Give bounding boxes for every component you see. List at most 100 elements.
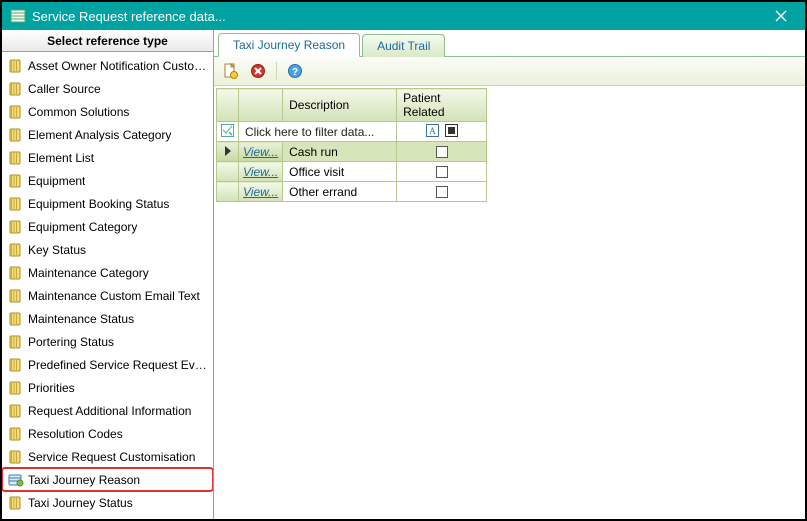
close-button[interactable] [761, 2, 801, 30]
sidebar-item[interactable]: Portering Status [2, 330, 213, 353]
sidebar-item-label: Predefined Service Request Events [28, 358, 209, 372]
window-title: Service Request reference data... [32, 9, 761, 24]
sidebar-item-label: Equipment Category [28, 220, 137, 234]
content-area: Select reference type Asset Owner Notifi… [2, 30, 805, 519]
sidebar-item-label: Service Request Customisation [28, 450, 195, 464]
sidebar-item-label: Equipment Booking Status [28, 197, 169, 211]
grid-header-description[interactable]: Description [283, 89, 397, 122]
sidebar-item-label: Common Solutions [28, 105, 129, 119]
help-button[interactable]: ? [285, 61, 305, 81]
table-row[interactable]: View...Other errand [217, 182, 487, 202]
grid-container: Description Patient Related Click here t… [214, 86, 805, 202]
tab[interactable]: Audit Trail [362, 34, 445, 57]
filter-placeholder-text: Click here to filter data... [239, 123, 396, 141]
sidebar-item[interactable]: Taxi Journey Reason [2, 468, 213, 491]
sidebar-item[interactable]: Equipment Category [2, 215, 213, 238]
view-cell: View... [239, 142, 283, 162]
sidebar-item-label: Element List [28, 151, 94, 165]
row-marker [217, 182, 239, 202]
reference-icon [8, 219, 24, 235]
sidebar-item[interactable]: Caller Source [2, 77, 213, 100]
view-link[interactable]: View... [239, 183, 282, 201]
table-row[interactable]: View...Cash run [217, 142, 487, 162]
row-marker [217, 142, 239, 162]
grid-header-row: Description Patient Related [217, 89, 487, 122]
sidebar-item[interactable]: Service Request Customisation [2, 445, 213, 468]
view-cell: View... [239, 182, 283, 202]
sidebar-item-label: Maintenance Category [28, 266, 149, 280]
table-row[interactable]: View...Office visit [217, 162, 487, 182]
sidebar-item[interactable]: Asset Owner Notification Custom... [2, 54, 213, 77]
sidebar: Select reference type Asset Owner Notifi… [2, 30, 214, 519]
reference-icon [8, 380, 24, 396]
sidebar-item[interactable]: Equipment [2, 169, 213, 192]
tabstrip: Taxi Journey ReasonAudit Trail [214, 32, 805, 57]
main-panel: Taxi Journey ReasonAudit Trail [214, 30, 805, 519]
sidebar-item[interactable]: Equipment Booking Status [2, 192, 213, 215]
sidebar-item[interactable]: Predefined Service Request Events [2, 353, 213, 376]
patient-related-cell[interactable] [397, 162, 487, 182]
description-cell[interactable]: Other errand [283, 182, 397, 202]
sidebar-item[interactable]: Element List [2, 146, 213, 169]
sidebar-item-label: Maintenance Custom Email Text [28, 289, 200, 303]
reference-icon [8, 403, 24, 419]
sidebar-item-label: Caller Source [28, 82, 101, 96]
reference-icon [8, 173, 24, 189]
reference-icon [8, 81, 24, 97]
reference-icon [8, 127, 24, 143]
close-icon [775, 10, 787, 22]
checkbox-icon [436, 166, 448, 178]
sidebar-header: Select reference type [2, 30, 213, 52]
new-button[interactable] [220, 61, 240, 81]
sidebar-item[interactable]: Maintenance Custom Email Text [2, 284, 213, 307]
grid-header-view [239, 89, 283, 122]
reference-icon [8, 311, 24, 327]
app-icon [10, 8, 26, 24]
help-icon: ? [287, 63, 303, 79]
delete-button[interactable] [248, 61, 268, 81]
sidebar-item[interactable]: Resolution Codes [2, 422, 213, 445]
sidebar-item[interactable]: Request Additional Information [2, 399, 213, 422]
filter-patient-cell[interactable]: A [397, 122, 487, 142]
window-root: Service Request reference data... Select… [0, 0, 807, 521]
tab[interactable]: Taxi Journey Reason [218, 33, 360, 57]
patient-related-cell[interactable] [397, 142, 487, 162]
sidebar-list: Asset Owner Notification Custom... Caller… [2, 52, 213, 519]
reference-icon [8, 265, 24, 281]
sidebar-item-label: Priorities [28, 381, 75, 395]
sidebar-item[interactable]: Common Solutions [2, 100, 213, 123]
new-document-icon [222, 63, 238, 79]
reference-icon [8, 104, 24, 120]
reference-icon [8, 334, 24, 350]
view-link[interactable]: View... [239, 143, 282, 161]
filter-input-cell[interactable]: Click here to filter data... [239, 122, 397, 142]
grid-header-patient-related[interactable]: Patient Related [397, 89, 487, 122]
checkbox-icon [436, 146, 448, 158]
description-cell[interactable]: Office visit [283, 162, 397, 182]
sidebar-item-label: Taxi Journey Status [28, 496, 133, 510]
sidebar-item[interactable]: Maintenance Category [2, 261, 213, 284]
sidebar-item-label: Maintenance Status [28, 312, 134, 326]
current-row-icon [225, 146, 231, 156]
svg-text:A: A [429, 126, 436, 136]
sidebar-item[interactable]: Key Status [2, 238, 213, 261]
reference-icon [8, 426, 24, 442]
sidebar-item[interactable]: Taxi Journey Status [2, 491, 213, 514]
grid-filter-row: Click here to filter data... A [217, 122, 487, 142]
sidebar-item-label: Key Status [28, 243, 86, 257]
sidebar-item-label: Resolution Codes [28, 427, 123, 441]
patient-related-cell[interactable] [397, 182, 487, 202]
filter-row-icon[interactable] [217, 122, 239, 142]
reference-icon [8, 449, 24, 465]
view-link[interactable]: View... [239, 163, 282, 181]
sidebar-item[interactable]: Element Analysis Category [2, 123, 213, 146]
reference-icon [8, 242, 24, 258]
reference-icon [8, 357, 24, 373]
sidebar-item[interactable]: Maintenance Status [2, 307, 213, 330]
titlebar: Service Request reference data... [2, 2, 805, 30]
description-cell[interactable]: Cash run [283, 142, 397, 162]
reference-icon [8, 150, 24, 166]
checkbox-filter-icon [445, 124, 458, 137]
reference-icon [8, 495, 24, 511]
sidebar-item[interactable]: Priorities [2, 376, 213, 399]
